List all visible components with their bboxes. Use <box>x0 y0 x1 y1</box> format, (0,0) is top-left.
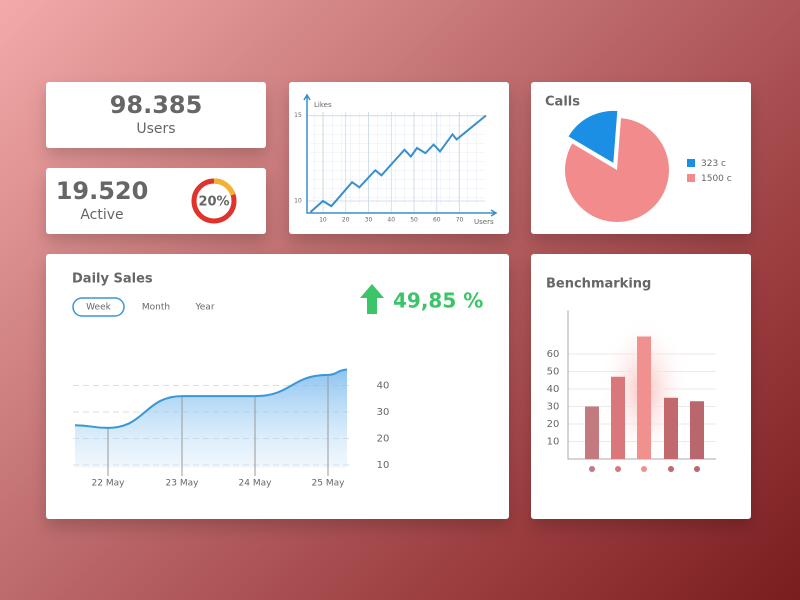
line <box>309 114 487 213</box>
active-percent: 20% <box>198 195 229 210</box>
x-tick-label: 70 <box>456 217 464 224</box>
x-axis-label: Users <box>474 218 494 226</box>
y-tick-label: 30 <box>377 407 390 418</box>
users-value: 98.385 <box>110 91 203 119</box>
legend-swatch <box>687 174 695 182</box>
users-card <box>46 82 266 148</box>
ring-arc <box>213 178 236 196</box>
active-label: Active <box>80 207 123 223</box>
tab-week[interactable] <box>72 297 125 317</box>
y-tick-label: 50 <box>547 367 560 378</box>
pie-slice <box>568 110 618 163</box>
area <box>75 369 347 468</box>
x-tick-label: 50 <box>410 217 418 224</box>
active-value: 19.520 <box>56 177 149 205</box>
x-tick-label: 24 May <box>239 479 273 489</box>
bar-dot <box>641 466 647 472</box>
active-card <box>46 168 266 234</box>
x-tick-label: 20 <box>342 217 350 224</box>
bar-dot <box>668 466 674 472</box>
tab-label[interactable]: Year <box>194 303 214 313</box>
y-tick-label: 10 <box>294 198 302 205</box>
bar <box>664 397 678 459</box>
y-tick-label: 10 <box>547 437 560 448</box>
users-label: Users <box>136 121 175 137</box>
sales-title: Daily Sales <box>72 272 153 287</box>
x-tick-label: 25 May <box>312 479 346 489</box>
tab-label[interactable]: Month <box>142 303 170 313</box>
y-axis-label: Likes <box>314 101 332 109</box>
legend-label: 1500 c <box>701 174 732 184</box>
bar <box>585 406 599 459</box>
calls-title: Calls <box>545 95 580 110</box>
y-tick-label: 15 <box>294 112 302 119</box>
bench-title: Benchmarking <box>546 277 651 292</box>
y-tick-label: 60 <box>547 349 560 360</box>
y-tick-label: 40 <box>547 384 560 395</box>
x-tick-label: 40 <box>387 217 395 224</box>
x-tick-label: 30 <box>365 217 373 224</box>
pie-slice <box>564 118 669 222</box>
x-tick-label: 23 May <box>166 479 200 489</box>
line <box>74 368 348 429</box>
bar-dot <box>589 466 595 472</box>
bar <box>690 401 704 459</box>
bar-dot <box>615 466 621 472</box>
y-tick-label: 40 <box>377 381 390 392</box>
up-arrow <box>360 284 384 314</box>
x-tick-label: 60 <box>433 217 441 224</box>
x-tick-label: 22 May <box>92 479 126 489</box>
y-tick-label: 30 <box>547 402 560 413</box>
bar <box>637 336 651 459</box>
legend-swatch <box>687 159 695 167</box>
y-tick-label: 20 <box>547 419 560 430</box>
tab-label: Week <box>86 303 111 313</box>
y-tick-label: 20 <box>377 434 390 445</box>
bar <box>611 376 625 459</box>
y-tick-label: 10 <box>377 460 390 471</box>
bar-dot <box>694 466 700 472</box>
sales-change: 49,85 % <box>393 289 483 313</box>
legend-label: 323 c <box>701 159 726 169</box>
axes <box>303 93 498 217</box>
x-tick-label: 10 <box>319 217 327 224</box>
